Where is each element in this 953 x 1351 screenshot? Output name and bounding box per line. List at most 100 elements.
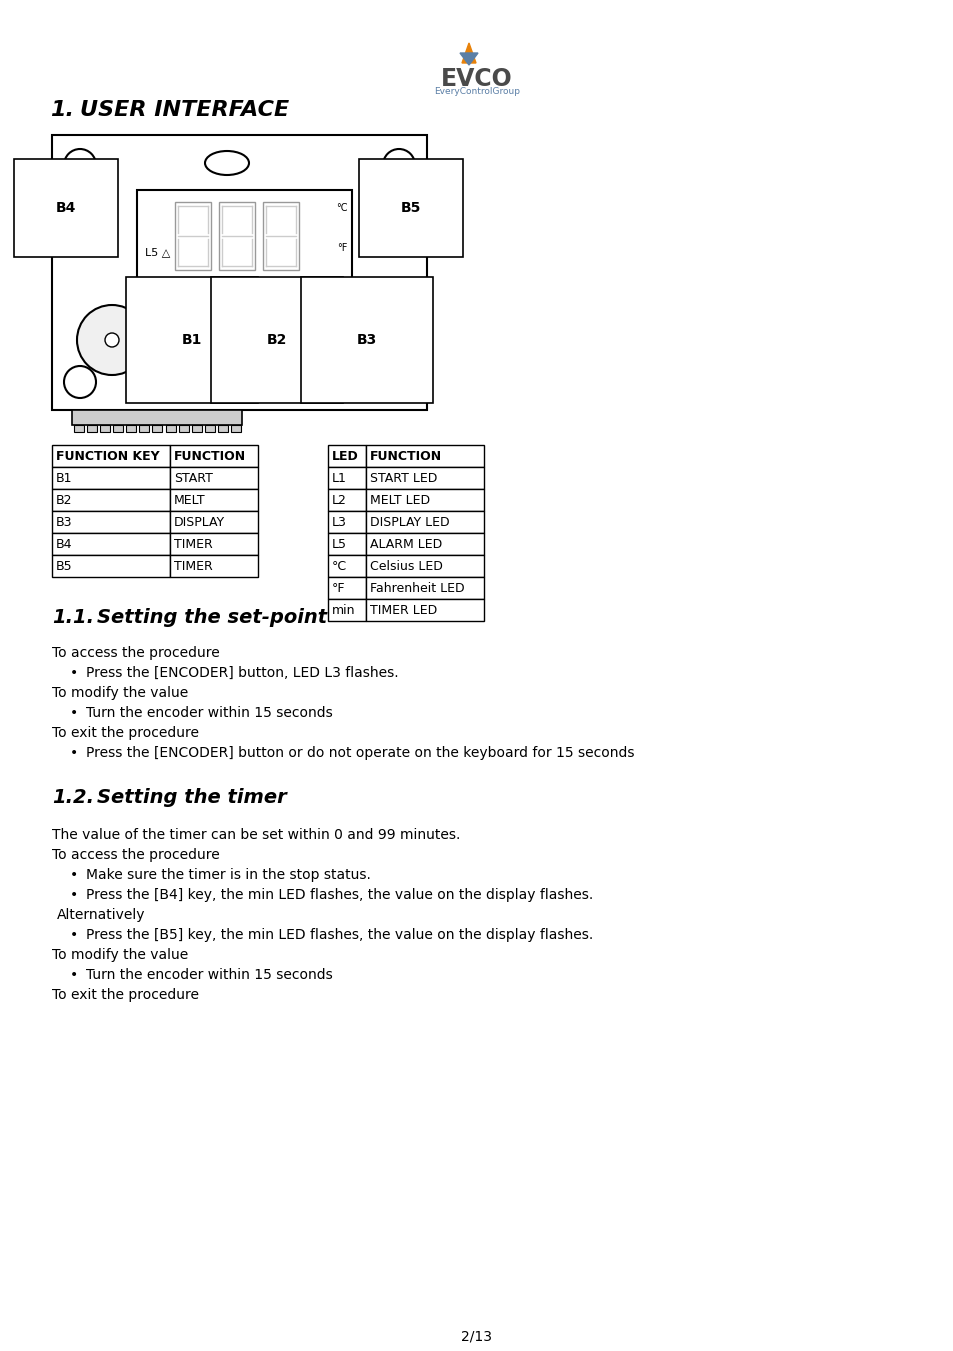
Bar xyxy=(366,511,483,534)
Text: To access the procedure: To access the procedure xyxy=(52,848,219,862)
Text: 1.: 1. xyxy=(50,100,74,120)
Bar xyxy=(219,203,254,270)
Bar xyxy=(366,577,483,598)
Bar xyxy=(366,467,483,489)
Text: B4: B4 xyxy=(56,538,72,551)
Text: •: • xyxy=(70,746,78,761)
Text: B2: B2 xyxy=(56,494,72,507)
Text: Turn the encoder within 15 seconds: Turn the encoder within 15 seconds xyxy=(86,707,333,720)
Text: FUNCTION KEY: FUNCTION KEY xyxy=(56,450,159,463)
Bar xyxy=(139,426,150,432)
Bar xyxy=(113,426,123,432)
Bar xyxy=(52,555,170,577)
Text: °F: °F xyxy=(337,243,348,253)
Text: USER INTERFACE: USER INTERFACE xyxy=(80,100,289,120)
Bar xyxy=(328,598,366,621)
Text: •: • xyxy=(70,888,78,902)
Bar xyxy=(170,511,257,534)
Text: Press the [ENCODER] button, LED L3 flashes.: Press the [ENCODER] button, LED L3 flash… xyxy=(86,666,398,680)
Text: DISPLAY: DISPLAY xyxy=(173,516,225,530)
Text: B3: B3 xyxy=(356,332,376,347)
Bar xyxy=(52,444,170,467)
Text: °C: °C xyxy=(332,561,347,573)
Bar xyxy=(366,534,483,555)
Text: TIMER LED: TIMER LED xyxy=(370,604,436,617)
Bar xyxy=(174,203,211,270)
Text: FUNCTION: FUNCTION xyxy=(173,450,246,463)
Bar xyxy=(328,534,366,555)
Bar xyxy=(366,489,483,511)
Bar xyxy=(328,489,366,511)
Text: Celsius LED: Celsius LED xyxy=(370,561,442,573)
Text: LED: LED xyxy=(332,450,358,463)
Bar xyxy=(74,426,84,432)
Bar xyxy=(328,577,366,598)
Text: •: • xyxy=(70,969,78,982)
Text: 1.1.: 1.1. xyxy=(52,608,94,627)
Bar xyxy=(328,467,366,489)
Text: •: • xyxy=(70,867,78,882)
Text: ALARM LED: ALARM LED xyxy=(370,538,442,551)
Bar xyxy=(52,534,170,555)
Text: Setting the set-point: Setting the set-point xyxy=(97,608,327,627)
Text: L5: L5 xyxy=(332,538,347,551)
Text: Press the [ENCODER] button or do not operate on the keyboard for 15 seconds: Press the [ENCODER] button or do not ope… xyxy=(86,746,634,761)
Text: B3: B3 xyxy=(56,516,72,530)
Bar xyxy=(170,444,257,467)
Bar xyxy=(217,426,228,432)
Bar xyxy=(71,409,242,426)
Text: 2/13: 2/13 xyxy=(461,1329,492,1344)
Bar xyxy=(170,489,257,511)
Bar xyxy=(52,135,427,409)
Bar xyxy=(137,190,352,299)
Text: Turn the encoder within 15 seconds: Turn the encoder within 15 seconds xyxy=(86,969,333,982)
Bar xyxy=(170,467,257,489)
Text: START: START xyxy=(173,471,213,485)
Text: TIMER: TIMER xyxy=(173,561,213,573)
Text: B5: B5 xyxy=(400,201,420,215)
Bar xyxy=(366,555,483,577)
Text: Press the [B4] key, the min LED flashes, the value on the display flashes.: Press the [B4] key, the min LED flashes,… xyxy=(86,888,593,902)
Bar xyxy=(166,426,175,432)
Text: To modify the value: To modify the value xyxy=(52,686,188,700)
Text: START LED: START LED xyxy=(370,471,436,485)
Text: Alternatively: Alternatively xyxy=(57,908,146,921)
Bar xyxy=(366,444,483,467)
Bar xyxy=(170,555,257,577)
Bar xyxy=(366,598,483,621)
Text: •: • xyxy=(70,707,78,720)
Polygon shape xyxy=(461,43,476,63)
Text: MELT LED: MELT LED xyxy=(370,494,430,507)
Polygon shape xyxy=(459,53,477,65)
Text: Press the [B5] key, the min LED flashes, the value on the display flashes.: Press the [B5] key, the min LED flashes,… xyxy=(86,928,593,942)
Bar xyxy=(328,444,366,467)
Text: B4: B4 xyxy=(56,201,76,215)
Bar xyxy=(100,426,110,432)
Text: L1 L2 L3: L1 L2 L3 xyxy=(174,285,222,295)
Text: •: • xyxy=(70,666,78,680)
Bar xyxy=(52,489,170,511)
Text: B1: B1 xyxy=(182,332,202,347)
Text: Make sure the timer is in the stop status.: Make sure the timer is in the stop statu… xyxy=(86,867,371,882)
Text: °F: °F xyxy=(332,582,345,594)
Bar xyxy=(152,426,162,432)
Bar xyxy=(126,426,136,432)
Text: L3: L3 xyxy=(332,516,347,530)
Text: EVCO: EVCO xyxy=(440,68,513,91)
Bar xyxy=(178,426,189,432)
Text: The value of the timer can be set within 0 and 99 minutes.: The value of the timer can be set within… xyxy=(52,828,460,842)
Text: L2: L2 xyxy=(332,494,347,507)
Text: Fahrenheit LED: Fahrenheit LED xyxy=(370,582,464,594)
Text: EveryControlGroup: EveryControlGroup xyxy=(434,86,519,96)
Text: L1: L1 xyxy=(332,471,347,485)
Text: MELT: MELT xyxy=(173,494,206,507)
Bar xyxy=(52,511,170,534)
Bar xyxy=(192,426,201,432)
Text: To exit the procedure: To exit the procedure xyxy=(52,725,199,740)
Text: B5: B5 xyxy=(56,561,72,573)
Text: To exit the procedure: To exit the procedure xyxy=(52,988,199,1002)
Bar xyxy=(231,426,241,432)
Text: °C: °C xyxy=(336,203,348,213)
Text: 1.2.: 1.2. xyxy=(52,788,94,807)
Bar xyxy=(205,426,214,432)
